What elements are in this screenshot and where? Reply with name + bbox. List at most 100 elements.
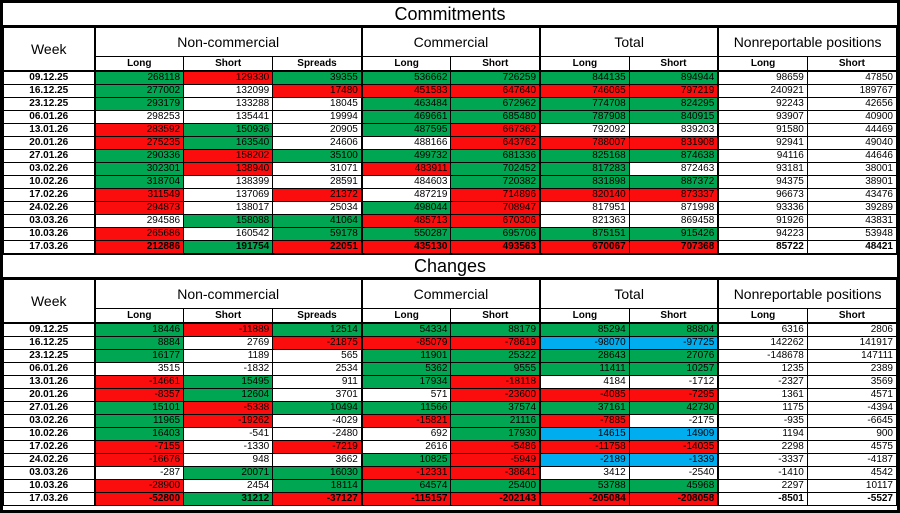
value-cell: 11566 [360,401,452,415]
value-cell: -148678 [717,349,808,363]
value-cell: -115157 [360,492,452,506]
value-cell: 672962 [450,97,541,111]
week-cell: 03.02.26 [3,162,95,176]
value-cell: -7219 [272,440,363,454]
week-cell: 03.03.26 [3,214,95,228]
group-header-row: Week Non-commercial Commercial Total Non… [3,279,898,324]
week-cell: 20.01.26 [3,388,95,402]
value-cell: 2297 [717,479,808,493]
value-cell: 667362 [450,123,541,137]
value-cell: 948 [183,453,274,467]
value-cell: 91580 [717,123,808,137]
value-cell: 14909 [628,427,719,441]
value-cell: 147111 [806,349,898,363]
value-cell: -4029 [272,414,363,428]
col-header-nc-spreads: Spreads [272,308,363,324]
value-cell: -208058 [628,492,719,506]
value-cell: 16177 [93,349,185,363]
value-cell: 18045 [272,97,363,111]
value-cell: 3662 [272,453,363,467]
value-cell: -52800 [93,492,185,506]
value-cell: 294873 [93,201,185,215]
value-cell: 39355 [272,70,363,85]
value-cell: 142262 [717,336,808,350]
week-cell: 27.01.26 [3,401,95,415]
value-cell: 1361 [717,388,808,402]
value-cell: 135441 [183,110,274,124]
value-cell: 3569 [806,375,898,389]
col-header-t-short: Short [628,56,719,72]
value-cell: 49040 [806,136,898,150]
value-cell: 643762 [450,136,541,150]
value-cell: 24606 [272,136,363,150]
value-cell: 91926 [717,214,808,228]
table-row: 16.12.25 8884 2769 -21875 -85079 -78619 -98070… [3,336,898,350]
col-header-nc-short: Short [183,56,274,72]
value-cell: 277002 [93,84,185,98]
value-cell: 42656 [806,97,898,111]
week-cell: 16.12.25 [3,84,95,98]
table-row: 10.03.26 -28900 2454 18114 64574 25400 53788 45… [3,479,898,493]
value-cell: 25034 [272,201,363,215]
value-cell: -1832 [183,362,274,376]
value-cell: 17934 [360,375,452,389]
value-cell: -21875 [272,336,363,350]
table-row: 03.03.26 294586 158088 41064 485713 670306 821… [3,214,898,228]
table-row: 10.02.26 318704 138399 28591 484603 720382 831… [3,175,898,189]
week-column-header: Week [3,27,95,72]
changes-section: Changes Week Non-commercial Commercial T… [3,254,898,506]
value-cell: -1339 [628,453,719,467]
value-cell: -7295 [628,388,719,402]
value-cell: 35100 [272,149,363,163]
value-cell: 138017 [183,201,274,215]
value-cell: -1330 [183,440,274,454]
commitments-table: Week Non-commercial Commercial Total Non… [3,27,898,254]
value-cell: 5362 [360,362,452,376]
value-cell: 92243 [717,97,808,111]
value-cell: -97725 [628,336,719,350]
table-row: 13.01.26 283592 150936 20905 487595 667362 792… [3,123,898,137]
value-cell: 212886 [93,240,185,254]
value-cell: 31212 [183,492,274,506]
col-header-t-long: Long [539,56,630,72]
value-cell: 2534 [272,362,363,376]
value-cell: 160542 [183,227,274,241]
value-cell: 695706 [450,227,541,241]
value-cell: 138399 [183,175,274,189]
group-header-total: Total [539,279,719,309]
value-cell: 2298 [717,440,808,454]
week-cell: 09.12.25 [3,322,95,337]
value-cell: 37574 [450,401,541,415]
value-cell: 93181 [717,162,808,176]
value-cell: 240921 [717,84,808,98]
value-cell: -3337 [717,453,808,467]
week-cell: 10.02.26 [3,175,95,189]
value-cell: 21116 [450,414,541,428]
week-cell: 13.01.26 [3,123,95,137]
value-cell: 483911 [360,162,452,176]
value-cell: 28591 [272,175,363,189]
value-cell: 18114 [272,479,363,493]
value-cell: 94116 [717,149,808,163]
value-cell: 911 [272,375,363,389]
value-cell: 720382 [450,175,541,189]
value-cell: 28643 [539,349,630,363]
value-cell: 37161 [539,401,630,415]
value-cell: 685480 [450,110,541,124]
value-cell: 900 [806,427,898,441]
value-cell: 17480 [272,84,363,98]
value-cell: 94223 [717,227,808,241]
col-header-n-short: Short [806,308,898,324]
value-cell: 498044 [360,201,452,215]
sub-header-row: Long Short Spreads Long Short Long Short… [4,56,898,72]
table-row: 09.12.25 268118 129330 39355 536662 726259 844… [3,70,898,85]
value-cell: 10825 [360,453,452,467]
value-cell: 40900 [806,110,898,124]
col-header-nc-spreads: Spreads [272,56,363,72]
value-cell: -23600 [450,388,541,402]
value-cell: 692 [360,427,452,441]
value-cell: 54334 [360,322,452,337]
value-cell: 133288 [183,97,274,111]
week-cell: 10.02.26 [3,427,95,441]
col-header-t-long: Long [539,308,630,324]
